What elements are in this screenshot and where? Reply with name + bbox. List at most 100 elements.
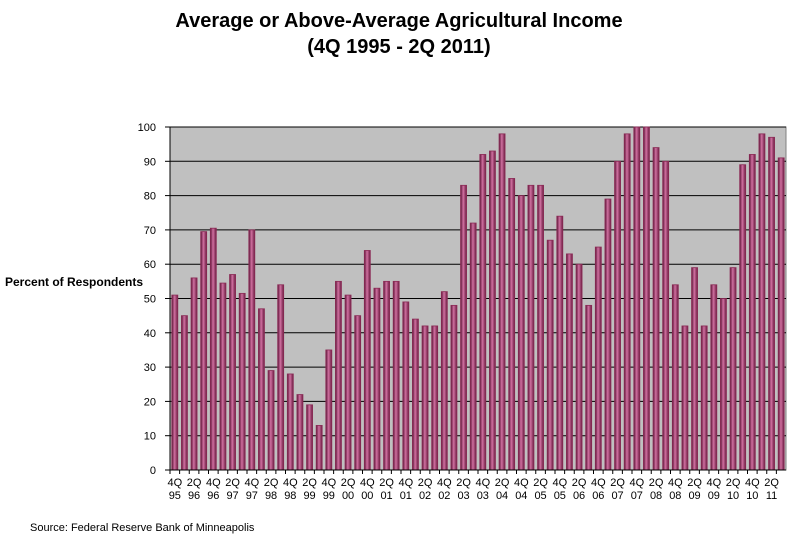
x-tick-label: 2Q 06: [572, 477, 587, 502]
bar: [700, 325, 708, 471]
x-tick-label: 2Q 98: [264, 477, 279, 502]
y-tick-label: 60: [144, 259, 156, 271]
chart-title: Average or Above-Average Agricultural In…: [175, 10, 622, 32]
y-tick-label: 80: [144, 191, 156, 203]
bar: [777, 157, 785, 471]
x-tick-label: 2Q 97: [225, 477, 240, 502]
bar: [527, 184, 535, 471]
y-tick-label: 0: [150, 465, 156, 477]
bar: [614, 160, 621, 471]
bar: [594, 246, 602, 471]
bar: [566, 253, 573, 471]
bar: [633, 126, 641, 471]
bar: [258, 308, 265, 471]
bar: [286, 373, 294, 471]
bar: [710, 284, 718, 471]
bar: [450, 304, 458, 471]
bar: [373, 287, 381, 471]
bar: [671, 284, 679, 471]
bar: [585, 304, 593, 471]
bar: [469, 222, 477, 471]
bar: [681, 325, 689, 471]
bar: [729, 267, 737, 471]
x-tick-label: 2Q 00: [341, 477, 356, 502]
bar: [296, 394, 304, 471]
bar: [556, 215, 564, 471]
bar: [517, 195, 525, 471]
bar: [691, 267, 698, 471]
x-tick-label: 4Q 01: [398, 477, 413, 502]
bar: [238, 292, 246, 471]
bar: [575, 263, 583, 471]
y-tick-label: 70: [144, 225, 156, 237]
bar: [768, 136, 775, 471]
bar: [248, 229, 256, 471]
y-tick-label: 10: [144, 431, 156, 443]
x-tick-label: 4Q 07: [629, 477, 644, 502]
y-tick-label: 40: [144, 328, 156, 340]
x-tick-label: 4Q 97: [244, 477, 259, 502]
bar: [498, 133, 506, 471]
bar: [643, 126, 650, 471]
bar: [412, 318, 419, 471]
bar: [604, 198, 612, 471]
bar: [758, 133, 766, 471]
bar: [277, 284, 285, 471]
bar: [508, 178, 516, 471]
bar: [325, 349, 333, 471]
bar: [537, 184, 544, 471]
x-tick-label: 2Q 11: [764, 477, 779, 502]
x-tick-label: 4Q 96: [206, 477, 221, 502]
x-tick-label: 4Q 09: [706, 477, 721, 502]
bar: [720, 298, 727, 471]
x-tick-label: 2Q 07: [610, 477, 625, 502]
bar: [383, 280, 390, 471]
y-tick-label: 90: [144, 156, 156, 168]
x-tick-label: 2Q 05: [533, 477, 548, 502]
bar: [335, 280, 342, 471]
bar: [402, 301, 410, 471]
bar: [739, 164, 747, 471]
bar: [315, 425, 323, 471]
y-tick-label: 20: [144, 396, 156, 408]
bar: [546, 239, 554, 471]
bar: [489, 150, 496, 471]
x-tick-label: 2Q 09: [687, 477, 702, 502]
bar: [181, 315, 188, 471]
x-tick-label: 2Q 03: [456, 477, 471, 502]
bar: [306, 404, 313, 471]
bar: [219, 282, 227, 471]
x-tick-label: 4Q 00: [360, 477, 375, 502]
bar: [344, 294, 352, 471]
x-tick-label: 4Q 10: [745, 477, 760, 502]
x-tick-label: 2Q 99: [302, 477, 317, 502]
x-tick-label: 4Q 04: [514, 477, 529, 502]
x-tick-label: 4Q 02: [437, 477, 452, 502]
source-note: Source: Federal Reserve Bank of Minneapo…: [30, 522, 255, 534]
bar: [200, 231, 208, 471]
y-axis-label: Percent of Respondents: [5, 275, 143, 289]
x-tick-label: 4Q 98: [283, 477, 298, 502]
x-tick-label: 2Q 02: [418, 477, 433, 502]
x-tick-label: 2Q 01: [379, 477, 394, 502]
bar: [748, 154, 756, 471]
bar: [229, 274, 236, 471]
x-tick-label: 4Q 08: [668, 477, 683, 502]
x-tick-label: 2Q 96: [187, 477, 202, 502]
x-tick-label: 4Q 05: [552, 477, 567, 502]
bar: [479, 154, 487, 471]
y-tick-label: 100: [138, 122, 156, 134]
y-tick-label: 30: [144, 362, 156, 374]
x-tick-label: 2Q 08: [649, 477, 664, 502]
x-tick-label: 2Q 04: [495, 477, 510, 502]
bar: [440, 291, 448, 471]
bar: [209, 227, 217, 471]
x-tick-label: 4Q 99: [321, 477, 336, 502]
x-tick-label: 2Q 10: [726, 477, 741, 502]
bar: [190, 277, 198, 471]
bar: [662, 160, 670, 471]
bar: [267, 370, 275, 471]
x-tick-label: 4Q 95: [167, 477, 182, 502]
bar: [171, 294, 179, 471]
